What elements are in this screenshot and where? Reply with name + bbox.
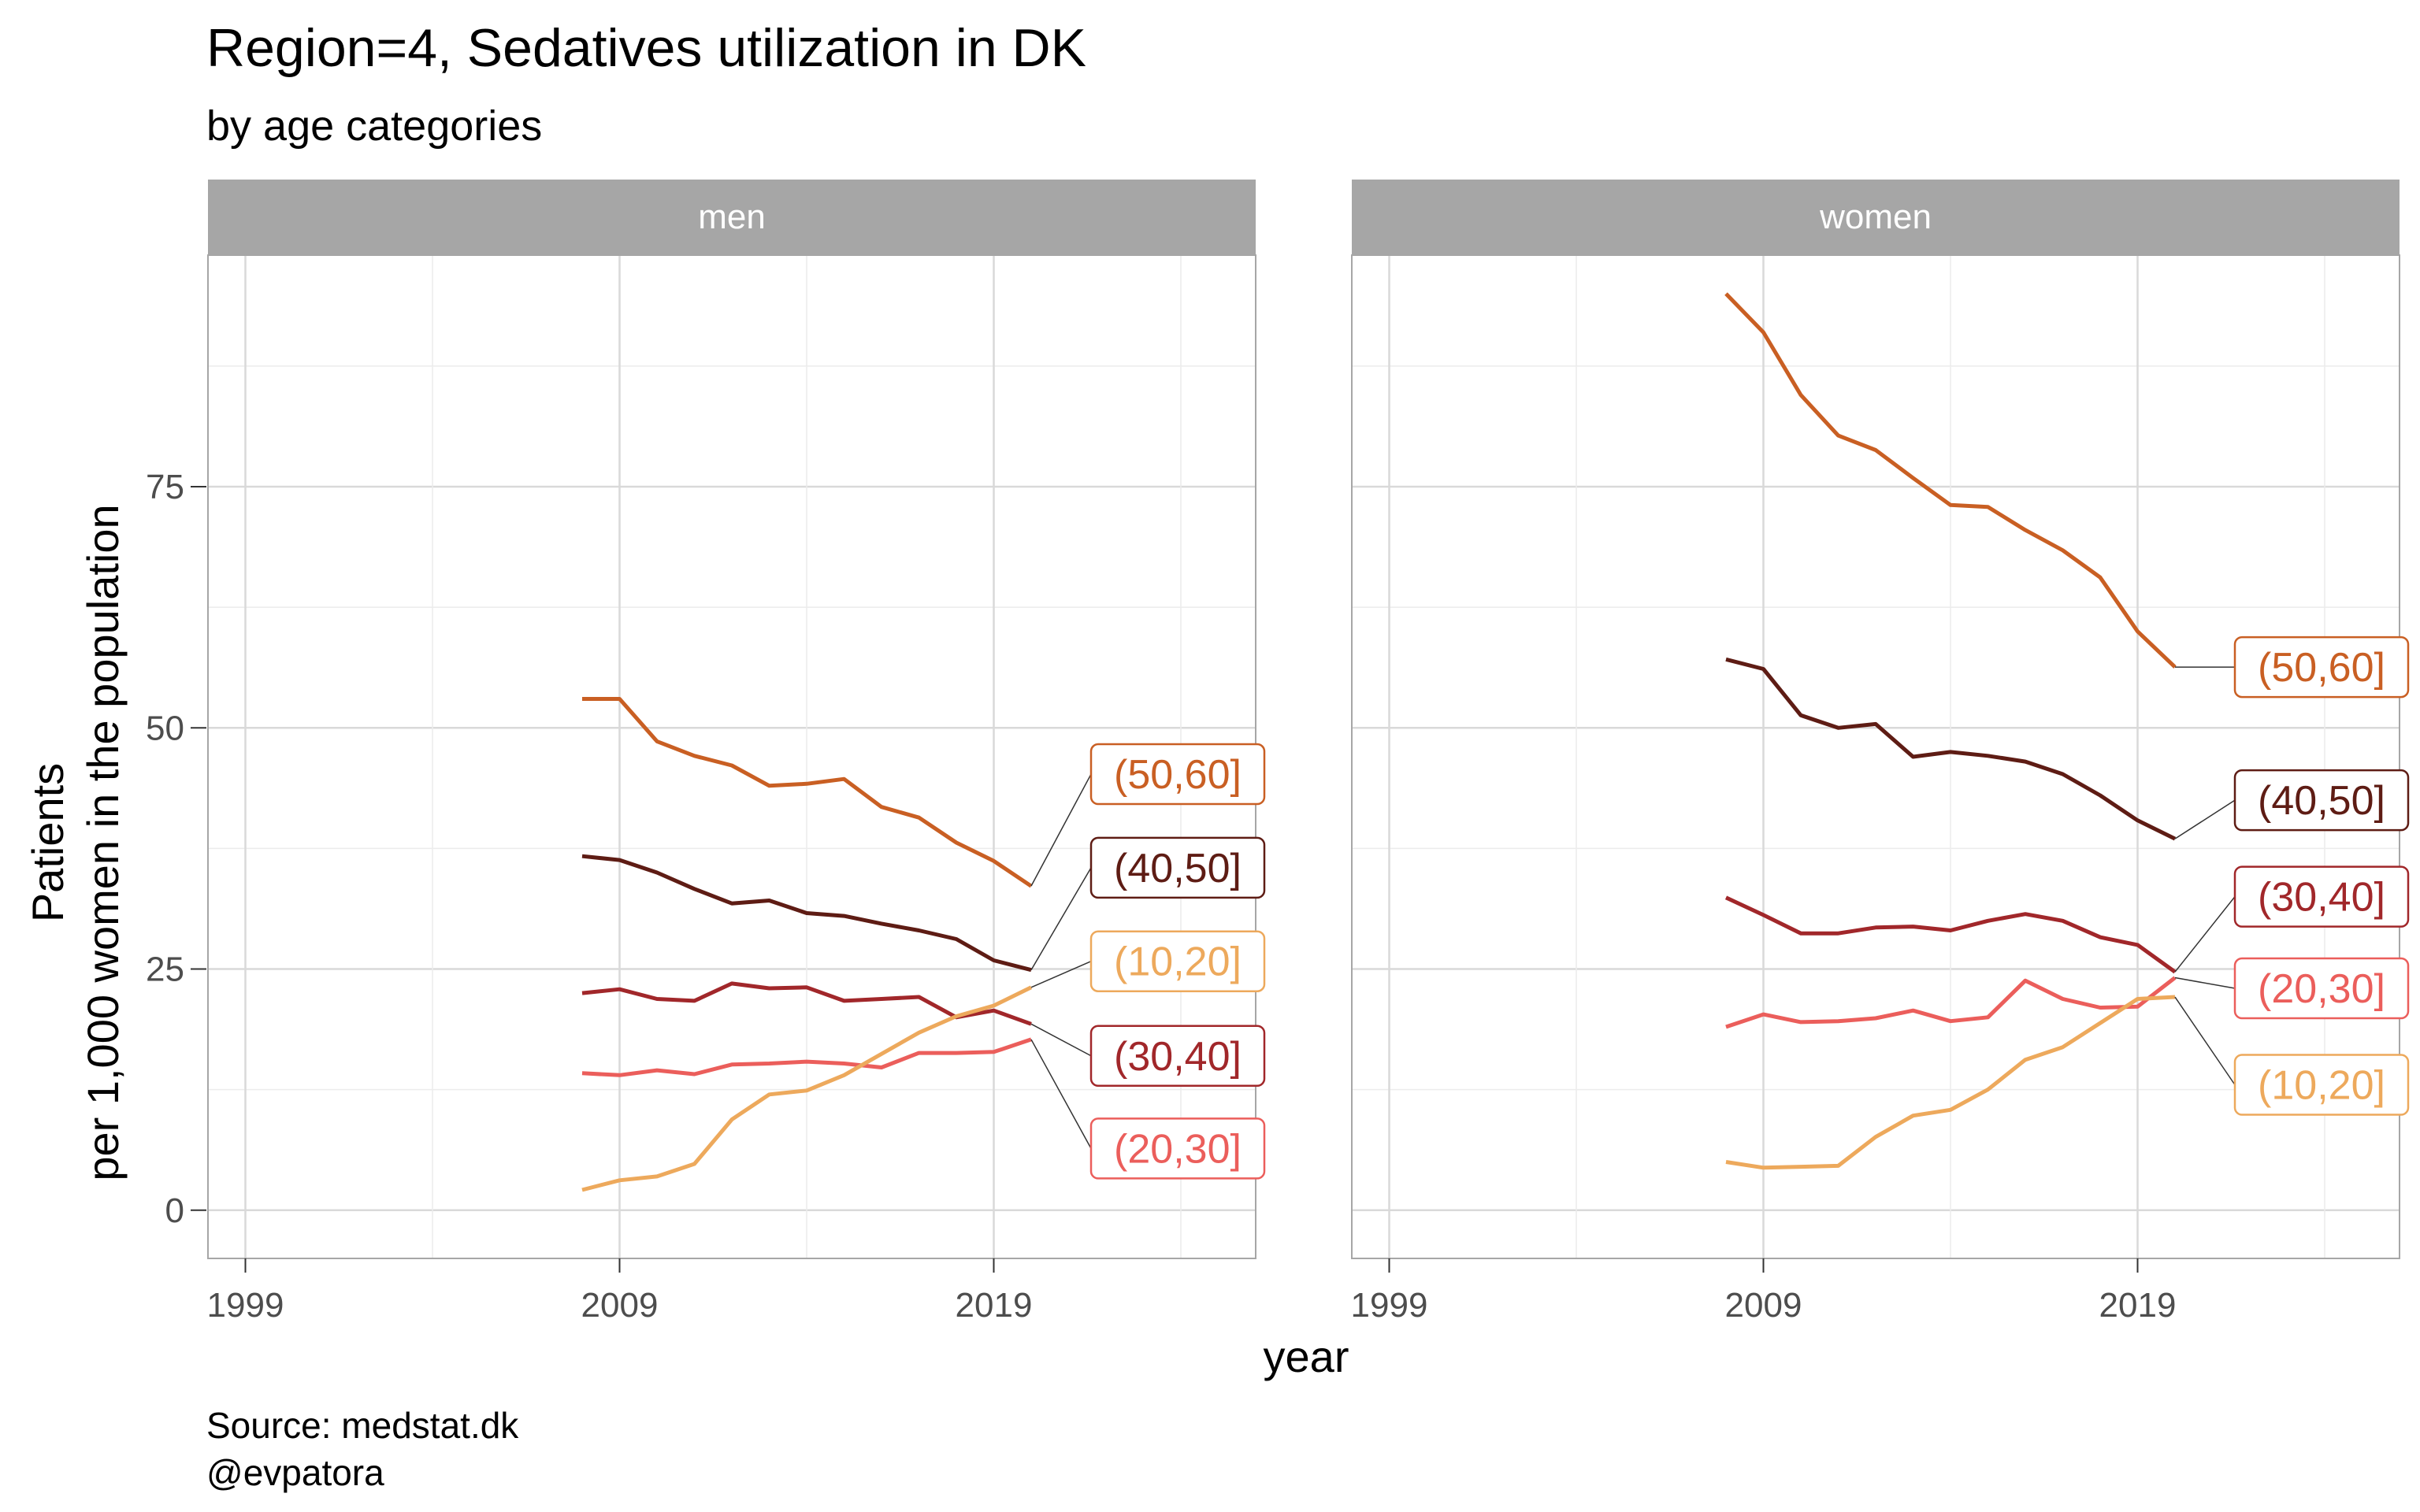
x-tick-label: 1999 [207, 1286, 284, 1325]
label-text: (30,40] [2258, 875, 2385, 921]
label-text: (50,60] [2258, 645, 2385, 691]
series-line-40-50 [581, 854, 1032, 973]
series-label-30-40: (30,40] [2174, 865, 2410, 973]
y-axis-ticks: 0 25 50 75 [146, 468, 206, 1230]
series-label-20-30: (20,30] [2174, 957, 2410, 1020]
label-box [1089, 836, 1266, 899]
caption-handle: @evpatora [206, 1452, 384, 1493]
series-label-10-20: (10,20] [2174, 996, 2410, 1116]
facet-strip [208, 180, 1256, 255]
label-text: (30,40] [1114, 1034, 1242, 1080]
label-text: (10,20] [2258, 1063, 2385, 1109]
chart-subtitle: by age categories [206, 102, 542, 150]
series-line-50-60 [1724, 292, 2177, 669]
plot-background [208, 255, 1256, 1258]
label-text: (20,30] [2258, 966, 2385, 1012]
series-line-20-30 [581, 1037, 1032, 1077]
series-line-10-20 [581, 985, 1033, 1192]
facet-panel-women: women 1999 2009 2019 (50,60] (40,50] (30,40] (2… [1351, 180, 2410, 1325]
series-line-20-30 [1725, 976, 2177, 1029]
label-leader-line [1030, 961, 1092, 988]
y-axis-title-line-1: Patients [23, 763, 72, 922]
label-leader-line [1030, 1023, 1092, 1057]
series-line-10-20 [1725, 995, 2176, 1170]
facet-strip-label: men [698, 198, 766, 236]
label-text: (50,60] [1114, 752, 1242, 798]
label-leader-line [2174, 799, 2236, 839]
series-label-30-40: (30,40] [1030, 1023, 1266, 1087]
x-tick-label: 2019 [956, 1286, 1033, 1325]
series-line-50-60 [582, 697, 1033, 888]
facet-strip-label: women [1819, 198, 1932, 236]
label-box [1089, 930, 1266, 992]
label-leader-line [2174, 976, 2236, 989]
y-tick-label: 75 [146, 468, 184, 506]
label-leader-line [1030, 867, 1092, 971]
label-box [2233, 769, 2410, 832]
series-label-10-20: (10,20] [1030, 930, 1266, 992]
label-box [2233, 636, 2410, 699]
label-leader-line [1030, 773, 1092, 887]
label-text: (40,50] [2258, 778, 2385, 824]
x-tick-label: 2009 [1725, 1286, 1802, 1325]
label-text: (20,30] [1114, 1126, 1242, 1172]
label-box [2233, 1054, 2410, 1116]
plot-background [1352, 255, 2400, 1258]
series-line-40-50 [1725, 657, 2177, 841]
label-leader-line [1030, 1039, 1092, 1149]
series-label-50-60: (50,60] [1030, 743, 1266, 887]
y-tick-label: 0 [165, 1191, 184, 1230]
y-tick-label: 25 [146, 951, 184, 989]
facet-panels: men 1999 2009 2019 (50,60] (40,50] (10,20] (30,… [207, 180, 2410, 1325]
panel-border [1351, 254, 2400, 1259]
facet-panel-men: men 1999 2009 2019 (50,60] (40,50] (10,20] (30,… [207, 180, 1266, 1325]
label-box [2233, 865, 2410, 928]
series-label-50-60: (50,60] [2175, 636, 2410, 699]
caption-source: Source: medstat.dk [206, 1405, 519, 1446]
y-axis-title-line-2: per 1,000 women in the population [78, 504, 128, 1180]
label-box [1089, 743, 1266, 806]
label-box [2233, 957, 2410, 1020]
x-axis-title: year [1264, 1332, 1349, 1381]
x-tick-label: 2019 [2099, 1286, 2177, 1325]
label-leader-line [2174, 896, 2236, 973]
series-label-40-50: (40,50] [2174, 769, 2410, 839]
series-label-20-30: (20,30] [1030, 1039, 1266, 1180]
x-tick-label: 1999 [1351, 1286, 1428, 1325]
x-tick-label: 2009 [581, 1286, 659, 1325]
label-box [1089, 1117, 1266, 1180]
y-tick-label: 50 [146, 709, 184, 747]
series-label-40-50: (40,50] [1030, 836, 1266, 971]
series-line-30-40 [1724, 895, 2177, 974]
label-box [1089, 1025, 1266, 1087]
label-text: (40,50] [1114, 846, 1242, 891]
chart-title: Region=4, Sedatives utilization in DK [206, 18, 1086, 78]
facet-strip [1352, 180, 2400, 255]
label-text: (10,20] [1114, 939, 1242, 985]
label-leader-line [2174, 996, 2236, 1085]
